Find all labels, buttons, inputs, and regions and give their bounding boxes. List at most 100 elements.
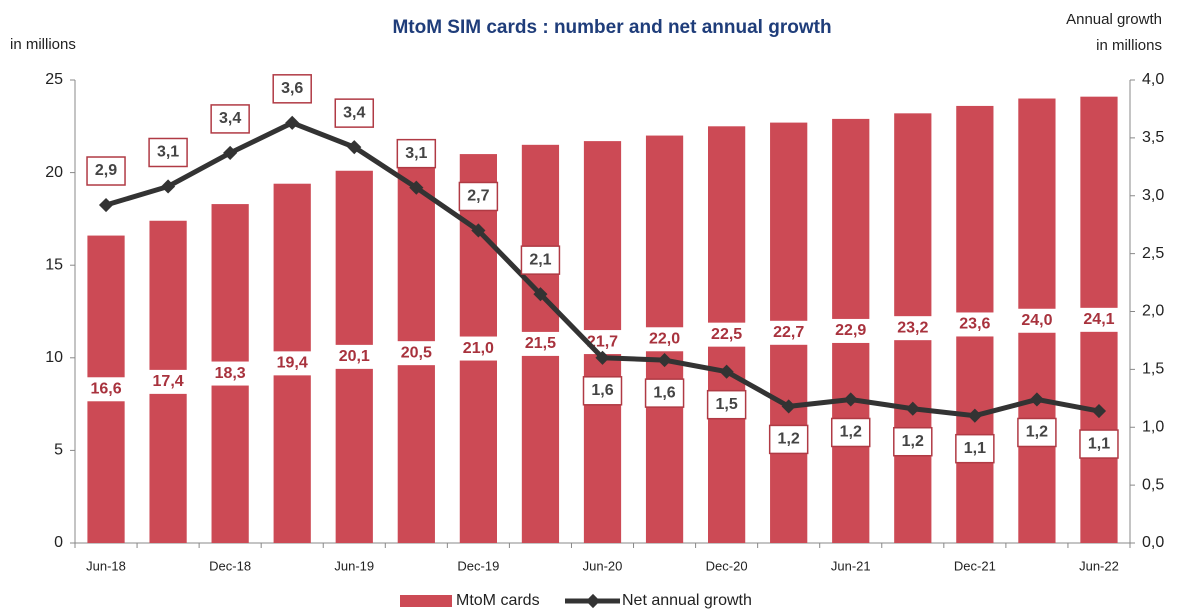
line-label-box (893, 426, 933, 457)
bar-label-bg (451, 336, 506, 361)
line-point (285, 115, 300, 130)
bar-label-bg (885, 316, 940, 341)
bar-label-bg (637, 327, 692, 352)
bar-label: 20,1 (339, 348, 370, 365)
line-label: 1,1 (1088, 435, 1110, 452)
line-label: 3,4 (343, 104, 365, 121)
legend-label: Net annual growth (622, 592, 752, 609)
y2-tick-label: 0,5 (1142, 476, 1164, 493)
line-point (223, 145, 238, 160)
bar-label-bg (761, 320, 816, 345)
legend-swatch (400, 595, 452, 607)
line-label-box (706, 389, 747, 420)
line-label-box (396, 138, 437, 169)
bar-label: 16,6 (90, 381, 121, 398)
line-label-box (768, 424, 809, 455)
x-tick-label: Dec-20 (706, 558, 748, 573)
line-point (595, 350, 610, 365)
bar-label: 22,0 (649, 330, 680, 347)
y2-tick-label: 0,0 (1142, 534, 1164, 551)
bar-label: 23,6 (959, 316, 990, 333)
bar-label-bg (265, 351, 320, 376)
line-point (967, 408, 982, 423)
line-label: 3,6 (281, 80, 303, 97)
line-label-box (830, 417, 871, 448)
y2-axis-label: Annual growth (1066, 11, 1162, 28)
bar-label: 21,5 (525, 335, 556, 352)
line-label-box (520, 245, 561, 275)
line-point (843, 392, 858, 407)
line-label: 2,9 (95, 162, 117, 179)
bar-label: 24,1 (1083, 311, 1114, 328)
line-point (98, 197, 114, 213)
y-tick-label: 0 (54, 534, 63, 551)
bar-label: 17,4 (153, 373, 184, 390)
line-point (905, 401, 920, 416)
line-label-box (334, 98, 375, 128)
bar-label: 19,4 (277, 355, 308, 372)
line-label-box (272, 74, 312, 104)
y2-axis-label: in millions (1096, 37, 1162, 54)
chart-title: MtoM SIM cards : number and net annual g… (392, 17, 831, 38)
y-tick-label: 5 (54, 442, 63, 459)
bar-label-bg (513, 331, 568, 356)
bar-label-bg (389, 341, 444, 366)
bar-label: 21,7 (587, 333, 618, 350)
y-axis-label: in millions (10, 36, 76, 53)
bar-label-bg (203, 361, 258, 386)
line-point (781, 399, 796, 414)
line-point (1029, 392, 1044, 407)
line-label: 1,2 (840, 424, 862, 441)
bar-label-bg (141, 369, 196, 394)
line-point (409, 180, 424, 195)
bar-label-bg (1071, 307, 1126, 332)
line-label: 1,5 (715, 396, 737, 413)
legend-label: MtoM cards (456, 592, 540, 609)
bar-label-bg (699, 322, 754, 347)
line-label: 3,4 (219, 110, 241, 127)
line-point (533, 287, 548, 302)
y-tick-label: 25 (45, 71, 63, 88)
line-point (1091, 403, 1107, 419)
bar-label: 22,7 (773, 324, 804, 341)
bar-label: 23,2 (897, 319, 928, 336)
y2-tick-label: 1,0 (1142, 418, 1164, 435)
line-label: 2,1 (529, 251, 551, 268)
y2-tick-label: 2,0 (1142, 303, 1164, 320)
bar-label-bg (79, 377, 134, 402)
bar-label: 24,0 (1021, 312, 1052, 329)
line-label: 1,6 (653, 384, 675, 401)
line-label: 2,7 (467, 188, 489, 205)
x-tick-label: Dec-21 (954, 558, 996, 573)
bar-label: 22,9 (835, 322, 866, 339)
line-label: 1,2 (1026, 424, 1048, 441)
line-point (719, 364, 734, 379)
y2-tick-label: 4,0 (1142, 71, 1164, 88)
line-point (657, 353, 672, 368)
bar-label-bg (327, 344, 382, 369)
line-label-box (458, 181, 499, 212)
x-tick-label: Dec-19 (457, 558, 499, 573)
bar-label: 22,5 (711, 326, 742, 343)
line-label: 3,1 (157, 144, 179, 161)
line-point (347, 140, 362, 155)
line-label-box (1017, 417, 1057, 448)
line-label: 1,2 (902, 433, 924, 450)
line-label-box (582, 376, 623, 406)
bar-label-bg (823, 318, 878, 343)
y2-tick-label: 1,5 (1142, 361, 1164, 378)
y2-tick-label: 2,5 (1142, 245, 1164, 262)
bar-label-bg (947, 312, 1002, 337)
line-label: 1,1 (964, 440, 986, 457)
x-tick-label: Jun-18 (86, 558, 126, 573)
line-label: 1,2 (778, 431, 800, 448)
y-tick-label: 10 (45, 349, 63, 366)
bar-label: 21,0 (463, 340, 494, 357)
bar-label: 20,5 (401, 344, 432, 361)
line-label-box (210, 104, 250, 134)
y-tick-label: 15 (45, 256, 63, 273)
line-label-box (644, 378, 685, 408)
line-label-box (1079, 429, 1119, 459)
bar-label: 18,3 (215, 365, 246, 382)
y2-tick-label: 3,5 (1142, 129, 1164, 146)
